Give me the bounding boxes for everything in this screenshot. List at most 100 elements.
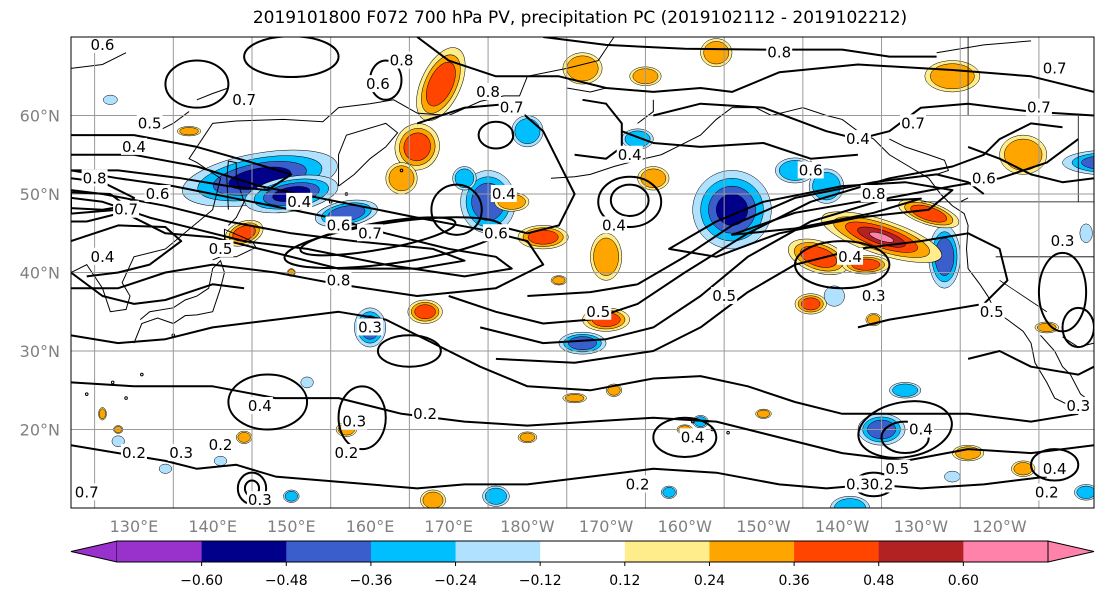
contour-label-bg <box>970 169 997 187</box>
contour-label-bg <box>844 475 871 493</box>
pc-negative-core <box>284 490 298 502</box>
colorbar-tick-label: −0.60 <box>180 573 223 589</box>
colorbar-segment <box>794 541 880 562</box>
pc-negative-core <box>1081 156 1094 170</box>
contour-label: 0.4 <box>122 138 146 156</box>
contour-label-bg <box>490 185 517 202</box>
coastline-segment <box>566 87 607 93</box>
contour-label: 0.6 <box>146 185 170 203</box>
pc-negative-core <box>454 168 475 188</box>
contour-label-bg <box>1041 459 1068 477</box>
contour-label-bg <box>600 216 627 234</box>
pc-positive-core <box>519 432 536 442</box>
contour-label-bg <box>113 200 140 218</box>
island-outline <box>164 518 167 521</box>
pc-positive-core <box>566 55 599 82</box>
pc-positive-core <box>99 408 106 420</box>
pv-contour-0.4 <box>1030 448 1080 482</box>
longitude-labels: 130°E 140°E 150°E 160°E 170°E 180°W 170°W 160°W… <box>110 517 1027 536</box>
pv-contour-0.5 <box>477 120 515 150</box>
contour-label: 0.4 <box>287 193 311 211</box>
colorbar-tick-label: −0.36 <box>349 573 392 589</box>
coastline-segment <box>889 138 950 175</box>
colorbar-tick-label: 0.60 <box>948 573 979 589</box>
longitude-tick-label: 170°E <box>424 517 473 536</box>
pv-contour-0.7 <box>967 145 1094 184</box>
longitude-tick-label: 130°W <box>894 517 949 536</box>
coastline-segment <box>936 40 1032 54</box>
island-outline <box>140 372 144 377</box>
pc-positive-core <box>800 245 838 268</box>
pc-positive-core <box>756 409 771 418</box>
pc-negative-area <box>111 435 125 448</box>
contour-label-bg <box>357 224 384 242</box>
longitude-tick-label: 180°W <box>500 517 555 536</box>
contour-label: 0.8 <box>83 169 107 187</box>
latitude-tick-label: 30°N <box>20 342 60 361</box>
pc-negative-core <box>484 487 507 505</box>
contour-label-bg <box>884 459 911 477</box>
contour-label: 0.2 <box>122 444 146 462</box>
contour-label-bg <box>325 271 352 289</box>
pv-contour-0.5 <box>621 130 858 160</box>
contour-label-bg <box>1049 232 1076 250</box>
contour-label-bg <box>168 444 195 462</box>
contour-label: 0.5 <box>712 287 736 305</box>
contour-label: 0.2 <box>1035 483 1059 501</box>
pv-contour-0.5 <box>71 271 245 305</box>
island-outline <box>399 168 404 173</box>
plot-frame <box>70 36 1095 509</box>
pv-contour-0.3 <box>337 385 387 451</box>
colorbar <box>70 540 1095 563</box>
contour-label: 0.6 <box>91 36 115 54</box>
colorbar-tick-label: −0.12 <box>519 573 562 589</box>
pv-contour-0.7 <box>416 37 1094 93</box>
latitude-tick-label: 50°N <box>20 185 60 204</box>
contour-label-bg <box>900 114 927 132</box>
colorbar-segment <box>963 541 1049 562</box>
contour-label: 0.6 <box>484 224 508 242</box>
pv-contour-0.5 <box>416 102 576 235</box>
contour-label-bg <box>73 483 100 501</box>
contour-label-bg <box>797 161 824 179</box>
contour-label-bg <box>231 90 258 108</box>
contour-label: 0.4 <box>492 185 516 203</box>
pv-contour-0.6 <box>71 224 183 278</box>
contour-label: 0.3 <box>1051 232 1075 250</box>
contour-label: 0.8 <box>327 271 351 289</box>
pv-contour-0.6 <box>527 173 985 297</box>
coastline-segment <box>196 87 229 101</box>
contour-label-bg <box>868 475 895 493</box>
longitude-tick-label: 140°E <box>188 517 237 536</box>
contour-label-bg <box>325 216 352 234</box>
contour-label-bg <box>333 444 360 462</box>
contour-label: 0.4 <box>618 146 642 164</box>
colorbar-tick-label: 0.48 <box>863 573 894 589</box>
latitude-tick-label: 20°N <box>20 421 60 440</box>
pc-negative-area <box>252 516 268 532</box>
coastline-segment <box>637 99 654 124</box>
contour-label-bg <box>341 412 368 430</box>
contour-label-bg <box>860 287 887 305</box>
longitude-tick-label: 140°W <box>815 517 870 536</box>
contour-label: 0.8 <box>476 83 500 101</box>
contour-label-bg <box>286 192 313 210</box>
pv-contour-0.7 <box>668 181 954 258</box>
island-outline <box>84 392 89 396</box>
contour-label-bg <box>837 247 864 265</box>
pc-positive-core <box>593 237 619 276</box>
contour-label: 0.8 <box>767 44 791 62</box>
pv-contour-0.8 <box>543 37 937 58</box>
pc-positive-core <box>388 165 415 192</box>
pc-negative-area <box>103 94 118 105</box>
pc-positive-core <box>801 297 821 311</box>
contour-label: 0.6 <box>366 75 390 93</box>
pv-contour-0.3 <box>793 240 891 290</box>
contour-label-bg <box>120 444 147 462</box>
pv-contour-0.4 <box>479 138 1079 345</box>
contour-label: 0.4 <box>838 248 862 266</box>
colorbar-segment <box>370 541 457 562</box>
contour-label: 0.3 <box>248 491 272 509</box>
pc-positive-core <box>425 61 456 107</box>
contour-label-bg <box>1041 59 1068 77</box>
